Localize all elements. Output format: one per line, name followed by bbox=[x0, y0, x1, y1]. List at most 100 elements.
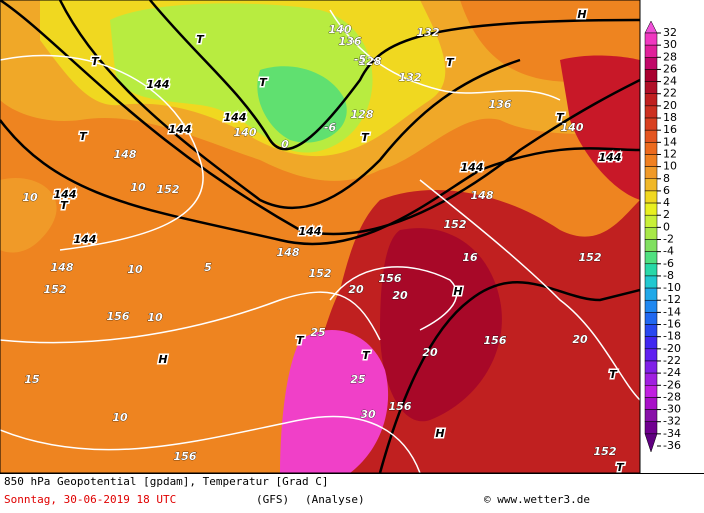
scale-cell bbox=[644, 166, 658, 180]
scale-label: -6 bbox=[663, 257, 674, 270]
map-label: T bbox=[362, 349, 371, 362]
scale-label: 32 bbox=[663, 26, 677, 39]
scale-label: 16 bbox=[663, 123, 677, 136]
map-label: 10 bbox=[127, 263, 143, 276]
scale-label: 8 bbox=[663, 172, 670, 185]
map-label: 25 bbox=[310, 326, 326, 339]
scale-label: -12 bbox=[663, 293, 681, 306]
scale-cell bbox=[644, 312, 658, 325]
scale-cell bbox=[644, 214, 658, 228]
scale-cap bbox=[644, 433, 658, 453]
scale-cell bbox=[644, 397, 658, 410]
map bbox=[0, 0, 640, 473]
footer-run: (Analyse) bbox=[305, 493, 365, 506]
scale-cell bbox=[644, 421, 658, 435]
map-label: 148 bbox=[277, 246, 300, 259]
scale-label: 28 bbox=[663, 50, 677, 63]
map-label: 5 bbox=[204, 261, 212, 274]
map-label: 148 bbox=[471, 189, 494, 202]
scale-cell bbox=[644, 275, 658, 289]
scale-label: -36 bbox=[663, 439, 681, 452]
scale-cell bbox=[644, 178, 658, 192]
scale-label: 12 bbox=[663, 147, 677, 160]
scale-cell bbox=[644, 299, 658, 313]
scale-cell bbox=[644, 372, 658, 386]
map-label: 156 bbox=[379, 272, 402, 285]
map-label: 20 bbox=[572, 333, 588, 346]
scale-cell bbox=[644, 239, 658, 252]
scale-cell bbox=[644, 324, 658, 337]
scale-label: 30 bbox=[663, 38, 677, 51]
map-label: -6 bbox=[324, 121, 337, 134]
map-label: 20 bbox=[422, 346, 438, 359]
map-label: 156 bbox=[107, 310, 130, 323]
scale-label: -28 bbox=[663, 390, 681, 403]
map-label: H bbox=[577, 8, 586, 21]
map-label: 10 bbox=[22, 191, 38, 204]
color-scale: 32302826242220181614121086420-2-4-6-8-10… bbox=[644, 20, 681, 453]
map-label: 136 bbox=[489, 98, 512, 111]
map-label: 152 bbox=[309, 267, 332, 280]
scale-cell bbox=[644, 348, 658, 362]
scale-label: -20 bbox=[663, 342, 681, 355]
map-label: 148 bbox=[114, 148, 137, 161]
map-label: 152 bbox=[44, 283, 67, 296]
scale-label: 10 bbox=[663, 160, 677, 173]
scale-cell bbox=[644, 57, 658, 70]
scale-cell bbox=[644, 129, 658, 143]
map-label: 152 bbox=[444, 218, 467, 231]
footer-credit: © www.wetter3.de bbox=[484, 493, 590, 506]
map-label: 140 bbox=[234, 126, 257, 139]
map-label: 144 bbox=[147, 78, 170, 91]
scale-label: -22 bbox=[663, 354, 681, 367]
scale-cell bbox=[644, 263, 658, 277]
map-label: 16 bbox=[462, 251, 478, 264]
map-label: T bbox=[259, 76, 268, 89]
scale-label: 4 bbox=[663, 196, 670, 209]
map-label: 30 bbox=[360, 408, 376, 421]
scale-cell bbox=[644, 202, 658, 216]
map-label: H bbox=[435, 427, 444, 440]
scale-label: 14 bbox=[663, 135, 677, 148]
footer-title: 850 hPa Geopotential [gpdam], Temperatur… bbox=[4, 475, 329, 488]
scale-cell bbox=[644, 93, 658, 107]
map-label: 128 bbox=[359, 55, 382, 68]
scale-cell bbox=[644, 81, 658, 94]
map-label: 20 bbox=[392, 289, 408, 302]
map-label: 136 bbox=[339, 35, 362, 48]
map-label: 144 bbox=[224, 111, 247, 124]
scale-cell bbox=[644, 142, 658, 155]
scale-label: 22 bbox=[663, 87, 677, 100]
map-label: 128 bbox=[351, 108, 374, 121]
scale-label: 24 bbox=[663, 75, 677, 88]
scale-label: -4 bbox=[663, 245, 674, 258]
footer-date: Sonntag, 30-06-2019 18 UTC bbox=[4, 493, 176, 506]
scale-cell bbox=[644, 105, 658, 119]
map-label: 132 bbox=[399, 71, 422, 84]
map-label: 144 bbox=[461, 161, 484, 174]
scale-label: -18 bbox=[663, 330, 681, 343]
map-label: -5 bbox=[354, 53, 367, 66]
map-label: T bbox=[556, 111, 565, 124]
map-label: 15 bbox=[24, 373, 40, 386]
map-label: 144 bbox=[74, 233, 97, 246]
scale-cell bbox=[644, 190, 658, 204]
scale-cell bbox=[644, 385, 658, 398]
map-label: 156 bbox=[484, 334, 507, 347]
map-label: 140 bbox=[561, 121, 584, 134]
scale-cell bbox=[644, 360, 658, 374]
map-label: 144 bbox=[599, 151, 622, 164]
scale-cell bbox=[644, 251, 658, 265]
map-label: 144 bbox=[299, 225, 322, 238]
map-label: H bbox=[158, 353, 167, 366]
map-label: 144 bbox=[169, 123, 192, 136]
scale-label: 2 bbox=[663, 208, 670, 221]
map-label: 156 bbox=[389, 400, 412, 413]
scale-label: 18 bbox=[663, 111, 677, 124]
scale-cell bbox=[644, 409, 658, 422]
scale-label: -8 bbox=[663, 269, 674, 282]
map-label: T bbox=[79, 130, 88, 143]
map-label: 132 bbox=[417, 26, 440, 39]
scale-label: -14 bbox=[663, 305, 681, 318]
map-label: 10 bbox=[130, 181, 146, 194]
